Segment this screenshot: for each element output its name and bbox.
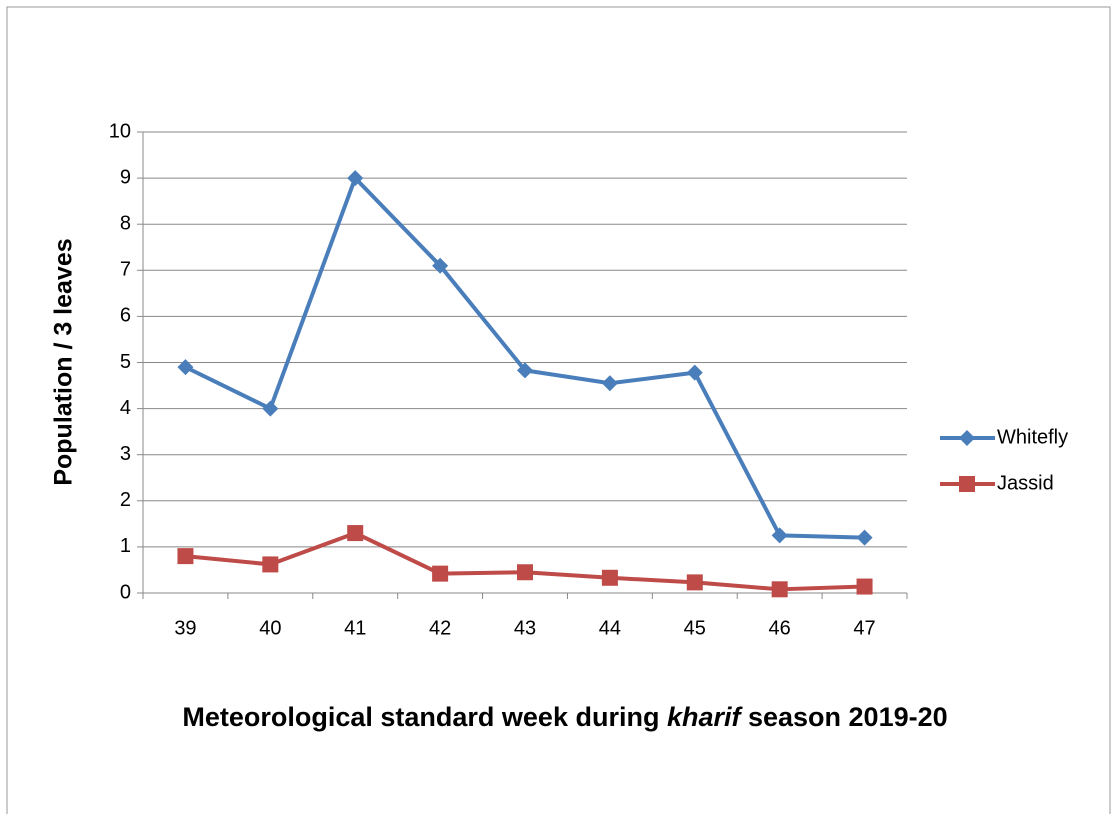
data-point (686, 364, 703, 381)
data-point (771, 581, 788, 598)
data-point (347, 170, 364, 187)
x-axis-label-part: Meteorological standard week during (182, 702, 667, 732)
data-point (177, 548, 194, 565)
series-line (184, 176, 865, 540)
y-tick-label: 1 (120, 535, 131, 557)
data-point (517, 564, 533, 581)
y-tick-label: 5 (120, 351, 131, 373)
x-tick-label: 45 (684, 617, 706, 639)
legend-marker (959, 476, 975, 492)
x-tick-label: 43 (514, 617, 536, 639)
data-point (347, 525, 364, 542)
y-tick-label: 9 (120, 166, 131, 188)
data-point (686, 574, 703, 591)
data-point (601, 375, 618, 392)
legend-marker (959, 430, 975, 446)
data-point (432, 257, 449, 274)
x-tick-label: 40 (259, 617, 281, 639)
data-point (517, 362, 533, 379)
data-point (432, 565, 449, 582)
legend-label: Jassid (997, 472, 1054, 494)
y-tick-label: 2 (120, 489, 131, 511)
data-point (771, 527, 788, 544)
x-axis-label-italic: kharif (666, 702, 741, 732)
legend-label: Whitefly (997, 426, 1068, 448)
x-axis-label-part: season 2019-20 (740, 702, 948, 732)
x-tick-label: 41 (344, 617, 366, 639)
chart-frame (6, 6, 1111, 814)
x-tick-label: 46 (769, 617, 791, 639)
x-tick-label: 47 (853, 617, 875, 639)
y-tick-label: 0 (120, 581, 131, 603)
x-tick-label: 39 (174, 617, 196, 639)
y-tick-label: 10 (109, 120, 131, 142)
y-tick-label: 6 (120, 305, 131, 327)
y-tick-label: 7 (120, 259, 131, 281)
y-tick-label: 3 (120, 443, 131, 465)
data-point (262, 400, 279, 417)
x-axis-label: Meteorological standard week during khar… (115, 700, 1015, 734)
x-tick-label: 42 (429, 617, 451, 639)
data-point (177, 359, 194, 376)
x-tick-label: 44 (599, 617, 621, 639)
data-point (856, 578, 873, 595)
series-line (185, 531, 865, 592)
data-point (856, 529, 873, 546)
data-point (601, 569, 618, 586)
y-axis-label: Population / 3 leaves (50, 238, 78, 485)
data-point (262, 556, 279, 573)
y-tick-label: 4 (120, 397, 131, 419)
y-tick-label: 8 (120, 212, 131, 234)
